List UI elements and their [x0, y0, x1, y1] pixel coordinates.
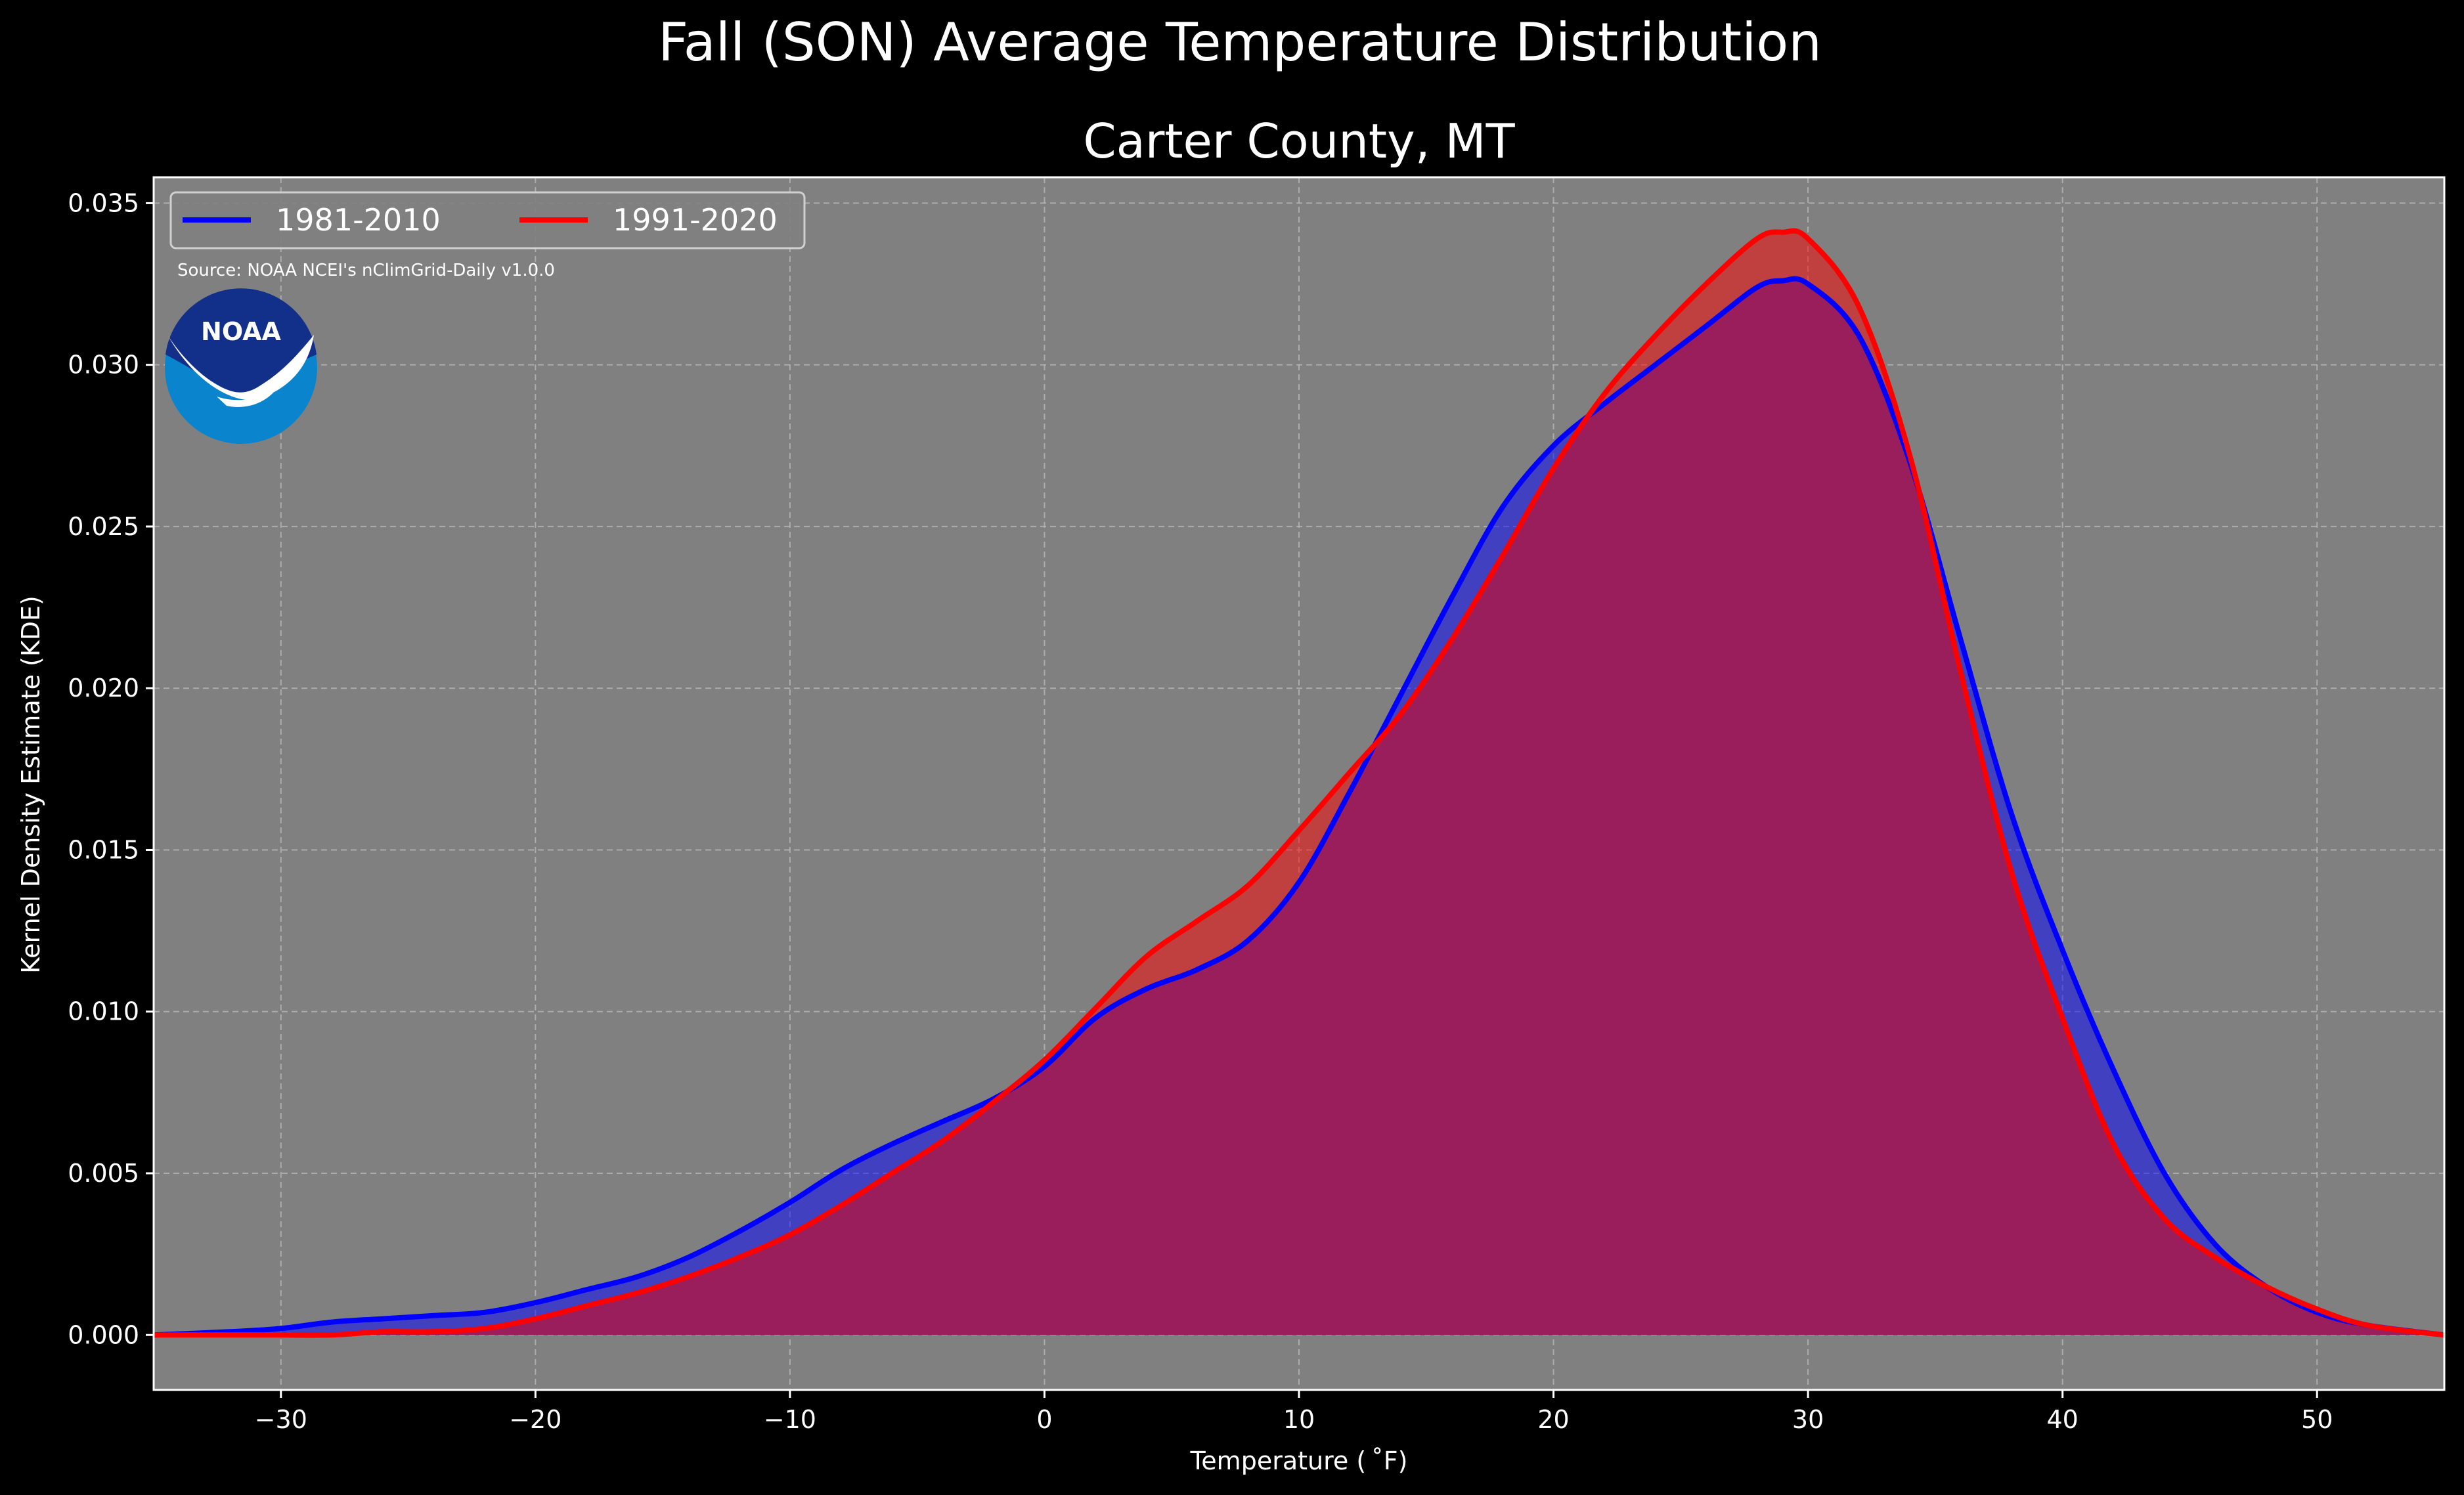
- density-line-1991-2020: [154, 228, 2444, 1338]
- legend-label-1991-2020: 1991-2020: [613, 202, 778, 238]
- y-tick-label: 0.000: [68, 1320, 139, 1349]
- x-tick-label: −10: [764, 1405, 816, 1434]
- noaa-logo-text: NOAA: [201, 317, 281, 346]
- chart-subtitle: Carter County, MT: [1083, 114, 1515, 169]
- x-tick-label: 40: [2046, 1405, 2078, 1434]
- legend-box: [169, 191, 806, 249]
- x-axis-label: Temperature ( ˚F): [1190, 1446, 1408, 1475]
- y-tick-label: 0.015: [68, 835, 139, 864]
- density-overlap-fill: [154, 278, 2444, 1335]
- density-fills: [154, 230, 2444, 1335]
- source-annotation: Source: NOAA NCEI's nClimGrid-Daily v1.0…: [177, 261, 555, 280]
- x-tick-label: 30: [1792, 1405, 1824, 1434]
- legend-label-1981-2010: 1981-2010: [276, 202, 441, 238]
- y-axis-ticks: 0.000 0.005 0.010 0.015 0.020 0.025 0.030 0.035: [68, 188, 154, 1349]
- x-tick-label: −20: [509, 1405, 561, 1434]
- legend: 1981-2010 1991-2020: [169, 191, 806, 249]
- y-tick-label: 0.025: [68, 512, 139, 541]
- y-tick-label: 0.020: [68, 674, 139, 703]
- x-axis-ticks: −30 −20 −10 0 10 20 30 40 50: [255, 1390, 2333, 1434]
- x-tick-label: 50: [2301, 1405, 2333, 1434]
- y-tick-label: 0.010: [68, 997, 139, 1026]
- y-tick-label: 0.030: [68, 351, 139, 379]
- y-tick-label: 0.005: [68, 1159, 139, 1188]
- x-tick-label: −30: [255, 1405, 307, 1434]
- chart-title: Fall (SON) Average Temperature Distribut…: [658, 12, 1822, 73]
- x-tick-label: 20: [1537, 1405, 1569, 1434]
- density-line-1981-2010: [154, 276, 2444, 1338]
- x-tick-label: 10: [1283, 1405, 1315, 1434]
- x-tick-label: 0: [1036, 1405, 1052, 1434]
- density-lines: [154, 228, 2444, 1338]
- y-axis-label: Kernel Density Estimate (KDE): [16, 596, 45, 974]
- noaa-logo: NOAA: [165, 288, 317, 444]
- y-tick-label: 0.035: [68, 188, 139, 217]
